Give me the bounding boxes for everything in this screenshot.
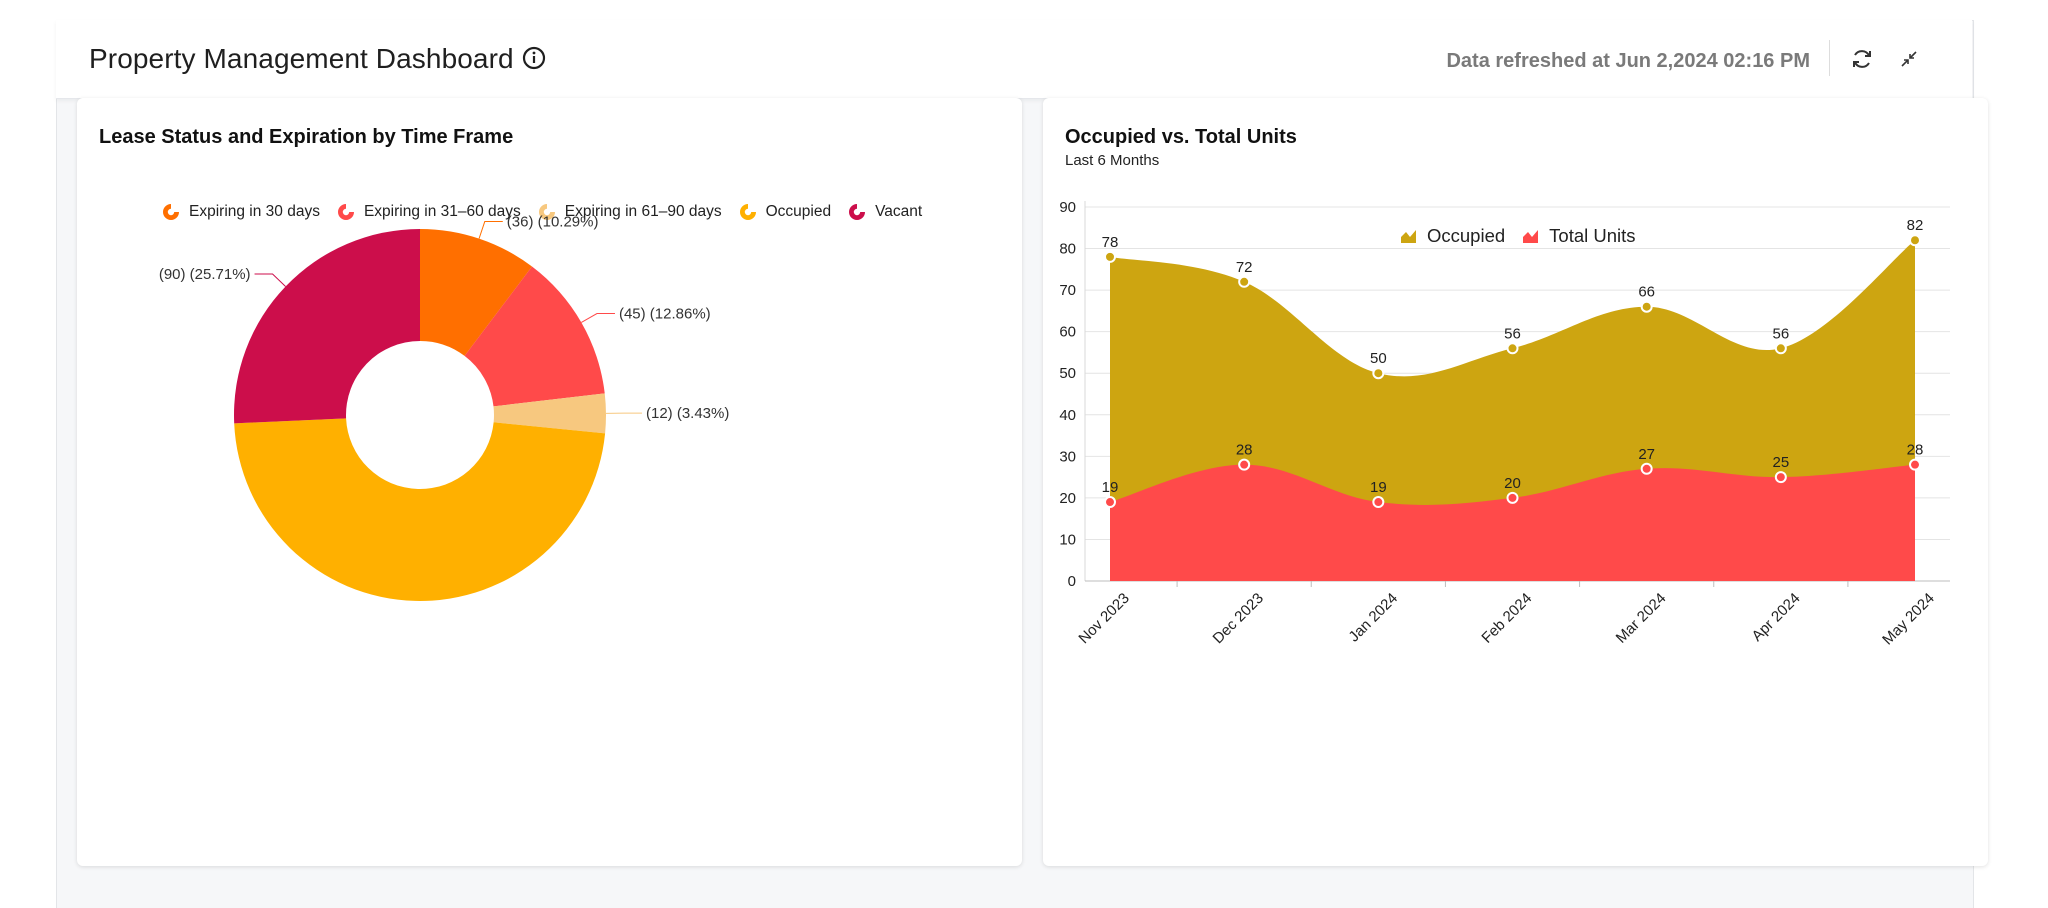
data-point-marker[interactable] xyxy=(1508,493,1518,503)
data-point-marker[interactable] xyxy=(1373,497,1383,507)
donut-label-connector xyxy=(255,274,286,286)
data-point-marker[interactable] xyxy=(1642,464,1652,474)
data-point-label: 28 xyxy=(1236,442,1253,459)
donut-label-connector xyxy=(581,314,615,323)
page-title: Property Management Dashboard xyxy=(89,43,514,75)
x-tick-label: Feb 2024 xyxy=(1478,590,1535,647)
data-point-label: 82 xyxy=(1907,217,1924,234)
data-point-label: 66 xyxy=(1638,284,1655,301)
y-tick-label: 30 xyxy=(1059,448,1076,465)
y-tick-label: 70 xyxy=(1059,282,1076,299)
y-tick-label: 40 xyxy=(1059,407,1076,424)
occupied-area-chart: 0 10 20 30 40 50 60 70 80 90 Nov 2023 Dec 2023 Jan 2… xyxy=(1043,98,1988,866)
data-point-label: 78 xyxy=(1102,234,1119,251)
occupied-vs-total-card: Occupied vs. Total Units Last 6 Months O… xyxy=(1043,98,1988,866)
donut-data-label: (12) (3.43%) xyxy=(646,405,729,422)
y-tick-label: 80 xyxy=(1059,241,1076,258)
data-point-marker[interactable] xyxy=(1508,343,1518,353)
data-point-label: 27 xyxy=(1638,446,1655,463)
data-refreshed-timestamp: Data refreshed at Jun 2,2024 02:16 PM xyxy=(1446,50,1810,73)
y-tick-label: 60 xyxy=(1059,324,1076,341)
x-tick-label: Apr 2024 xyxy=(1749,590,1804,645)
data-point-label: 56 xyxy=(1772,325,1789,342)
data-point-marker[interactable] xyxy=(1642,302,1652,312)
data-point-marker[interactable] xyxy=(1910,235,1920,245)
donut-slice-vacant[interactable] xyxy=(234,229,420,423)
donut-data-label: (36) (10.29%) xyxy=(507,214,599,231)
data-point-label: 19 xyxy=(1102,479,1119,496)
dashboard-header: Property Management Dashboard Data refre… xyxy=(56,20,1972,99)
y-tick-label: 50 xyxy=(1059,365,1076,382)
data-point-label: 72 xyxy=(1236,259,1253,276)
collapse-icon[interactable] xyxy=(1897,47,1921,71)
data-point-label: 50 xyxy=(1370,350,1387,367)
y-tick-label: 20 xyxy=(1059,490,1076,507)
data-point-marker[interactable] xyxy=(1373,368,1383,378)
info-icon[interactable] xyxy=(521,45,547,71)
data-point-marker[interactable] xyxy=(1776,343,1786,353)
refresh-icon[interactable] xyxy=(1849,46,1875,72)
data-point-label: 20 xyxy=(1504,475,1521,492)
data-point-label: 56 xyxy=(1504,325,1521,342)
y-tick-label: 10 xyxy=(1059,531,1076,548)
data-point-label: 28 xyxy=(1907,442,1924,459)
x-tick-label: Mar 2024 xyxy=(1613,590,1670,647)
header-divider xyxy=(1829,40,1830,76)
donut-slice-occupied[interactable] xyxy=(234,418,605,601)
x-tick-label: May 2024 xyxy=(1879,590,1938,649)
data-point-marker[interactable] xyxy=(1105,252,1115,262)
data-point-label: 19 xyxy=(1370,479,1387,496)
x-tick-label: Dec 2023 xyxy=(1210,590,1267,647)
x-tick-label: Jan 2024 xyxy=(1345,590,1401,646)
y-tick-label: 90 xyxy=(1059,199,1076,216)
data-point-marker[interactable] xyxy=(1105,497,1115,507)
donut-label-connector xyxy=(479,222,503,239)
y-tick-label: 0 xyxy=(1068,573,1076,590)
lease-status-card: Lease Status and Expiration by Time Fram… xyxy=(77,98,1022,866)
lease-donut-chart: (36) (10.29%) (45) (12.86%) (12) (3.43%) (9… xyxy=(77,98,1022,866)
data-point-marker[interactable] xyxy=(1776,472,1786,482)
data-point-label: 25 xyxy=(1772,454,1789,471)
donut-data-label: (90) (25.71%) xyxy=(159,266,251,283)
donut-data-label: (45) (12.86%) xyxy=(619,306,711,323)
x-tick-label: Nov 2023 xyxy=(1075,590,1132,647)
data-point-marker[interactable] xyxy=(1910,460,1920,470)
data-point-marker[interactable] xyxy=(1239,277,1249,287)
data-point-marker[interactable] xyxy=(1239,460,1249,470)
